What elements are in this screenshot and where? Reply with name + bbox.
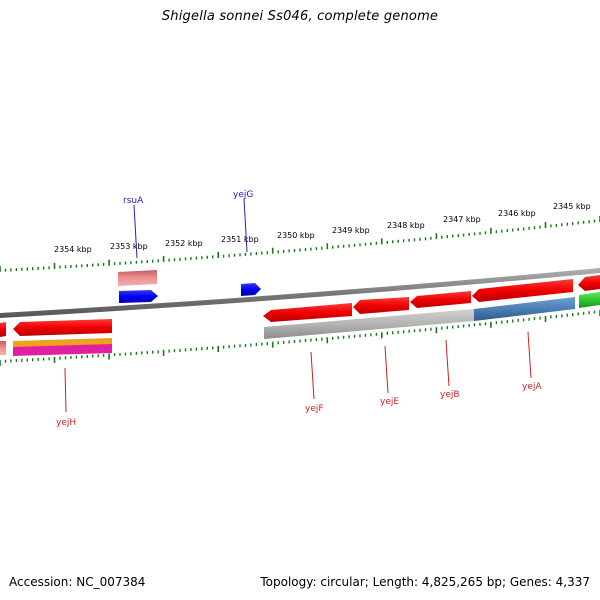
right-edge-red-gene[interactable] xyxy=(578,275,600,291)
yejH-gene-arrow[interactable] xyxy=(13,319,112,336)
scale-label: 2346 kbp xyxy=(498,209,536,218)
scale-label: 2352 kbp xyxy=(165,239,203,248)
genome-title: Shigella sonnei Ss046, complete genome xyxy=(161,9,439,24)
yejB-gene-arrow[interactable] xyxy=(410,291,471,308)
rsuA-leader xyxy=(133,204,138,259)
scale-label: 2353 kbp xyxy=(110,242,148,251)
yejF-leader xyxy=(310,351,315,400)
scale-ticks-bottom xyxy=(0,310,600,366)
gene-label-yejG[interactable]: yejG xyxy=(233,190,253,200)
scale-label: 2347 kbp xyxy=(443,215,481,224)
yejG-leader xyxy=(243,198,248,253)
scale-label: 2349 kbp xyxy=(332,226,370,235)
genome-backbone xyxy=(0,268,600,318)
left-edge-red-gene[interactable] xyxy=(0,322,6,337)
genome-summary-label: Topology: circular; Length: 4,825,265 bp… xyxy=(260,575,590,589)
gray-feature[interactable] xyxy=(264,309,474,339)
rsuA-pink-feature[interactable] xyxy=(118,270,157,286)
gene-label-rsuA[interactable]: rsuA xyxy=(123,196,144,206)
left-edge-pink-feature[interactable] xyxy=(0,341,6,355)
yejA-gene-arrow[interactable] xyxy=(472,279,573,302)
scale-label: 2345 kbp xyxy=(553,202,591,211)
yejH-magenta-feature[interactable] xyxy=(13,344,112,356)
gene-label-yejH[interactable]: yejH xyxy=(56,418,76,428)
scale-ticks-top xyxy=(0,216,600,272)
yejH-leader xyxy=(64,367,67,413)
gene-label-yejB[interactable]: yejB xyxy=(440,390,460,400)
steel-blue-feature[interactable] xyxy=(474,297,575,321)
gene-label-yejF[interactable]: yejF xyxy=(305,404,324,414)
accession-label: Accession: NC_007384 xyxy=(9,575,146,589)
gene-label-yejA[interactable]: yejA xyxy=(522,382,542,392)
scale-label: 2350 kbp xyxy=(277,231,315,240)
gene-label-yejE[interactable]: yejE xyxy=(380,397,399,407)
yejG-gene-arrow[interactable] xyxy=(241,283,261,296)
yejA-leader xyxy=(527,331,532,379)
scale-label: 2351 kbp xyxy=(221,235,259,244)
yejE-leader xyxy=(384,345,389,394)
yejF-gene-arrow[interactable] xyxy=(263,303,352,322)
yejB-leader xyxy=(445,339,450,387)
yejE-gene-arrow[interactable] xyxy=(353,297,409,314)
scale-label: 2354 kbp xyxy=(54,245,92,254)
green-feature[interactable] xyxy=(579,292,600,308)
rsuA-gene-arrow[interactable] xyxy=(119,290,158,303)
scale-label: 2348 kbp xyxy=(387,221,425,230)
